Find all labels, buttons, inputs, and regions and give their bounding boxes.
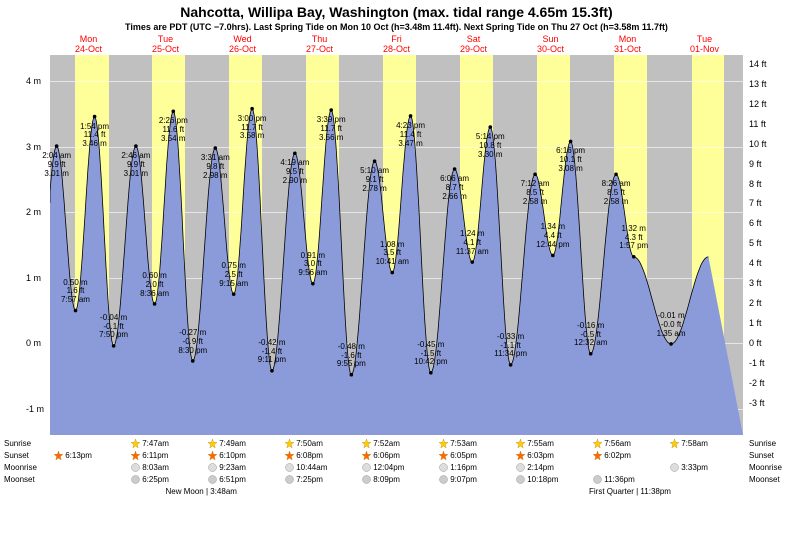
- tide-label: 5:14 pm10.8 ft3.30 m: [476, 133, 505, 159]
- tide-label: -0.16 m-0.5 ft12:32 am: [574, 322, 607, 348]
- footer-item: 8:09pm: [362, 475, 400, 484]
- footer-row-label-right: Sunrise: [749, 439, 776, 448]
- footer-item: 9:07pm: [439, 475, 477, 484]
- footer-item: 6:06pm: [362, 451, 400, 460]
- footer-item: 7:58am: [670, 439, 708, 448]
- day-header: Sun30-Oct: [512, 34, 589, 54]
- plot-area: 2:04 am9.9 ft3.01 m0.50 m1.6 ft7:57 am1:…: [50, 55, 743, 435]
- lunar-phase-right: First Quarter | 11:38pm: [589, 487, 671, 496]
- footer-item: 1:16pm: [439, 463, 477, 472]
- footer-row-label-right: Sunset: [749, 451, 774, 460]
- chart-subtitle: Times are PDT (UTC −7.0hrs). Last Spring…: [0, 22, 793, 32]
- day-header: Sat29-Oct: [435, 34, 512, 54]
- footer-item: 6:10pm: [208, 451, 246, 460]
- tide-label: 7:12 am8.5 ft2.58 m: [521, 180, 550, 206]
- tide-label: 2:04 am9.9 ft3.01 m: [42, 152, 71, 178]
- day-header: Tue01-Nov: [666, 34, 743, 54]
- footer-item: 12:04pm: [362, 463, 404, 472]
- footer-item: 8:03am: [131, 463, 169, 472]
- tide-label: 6:06 am8.7 ft2.66 m: [440, 175, 469, 201]
- footer-item: 6:05pm: [439, 451, 477, 460]
- tide-label: -0.48 m-1.6 ft9:55 pm: [337, 343, 366, 369]
- footer-row-label: Moonset: [4, 475, 35, 484]
- footer-row-label: Sunset: [4, 451, 29, 460]
- day-header: Mon24-Oct: [50, 34, 127, 54]
- tide-label: 0.50 m1.6 ft7:57 am: [61, 279, 90, 305]
- tide-label: 1.32 m4.3 ft1:57 pm: [619, 225, 648, 251]
- footer-item: 10:44am: [285, 463, 327, 472]
- tide-label: -0.27 m-0.9 ft8:30 pm: [178, 329, 207, 355]
- tide-label: -0.33 m-1.1 ft11:34 pm: [494, 333, 527, 359]
- day-header: Tue25-Oct: [127, 34, 204, 54]
- tide-label: 0.60 m2.0 ft8:36 am: [140, 272, 169, 298]
- tide-label: 2:26 pm11.6 ft3.54 m: [159, 117, 188, 143]
- footer-item: 7:52am: [362, 439, 400, 448]
- footer-item: 9:23am: [208, 463, 246, 472]
- tide-label: 1:54 pm11.4 ft3.46 m: [80, 123, 109, 149]
- tide-label: 3:39 pm11.7 ft3.56 m: [317, 116, 346, 142]
- tide-label: 4:23 pm11.4 ft3.47 m: [396, 122, 425, 148]
- footer-row-label: Sunrise: [4, 439, 31, 448]
- footer-item: 7:50am: [285, 439, 323, 448]
- footer-item: 7:47am: [131, 439, 169, 448]
- footer-item: 10:18pm: [516, 475, 558, 484]
- footer-item: 3:33pm: [670, 463, 708, 472]
- footer-item: 7:49am: [208, 439, 246, 448]
- footer-item: 6:03pm: [516, 451, 554, 460]
- footer-item: 6:02pm: [593, 451, 631, 460]
- tide-label: 1.34 m4.4 ft12:44 pm: [536, 223, 569, 249]
- footer-item: 7:56am: [593, 439, 631, 448]
- footer-item: 11:36pm: [593, 475, 635, 484]
- footer-row-label-right: Moonset: [749, 475, 780, 484]
- tide-chart: Nahcotta, Willipa Bay, Washington (max. …: [0, 0, 793, 539]
- day-header: Fri28-Oct: [358, 34, 435, 54]
- lunar-phase-left: New Moon | 3:48am: [166, 487, 237, 496]
- footer-item: 7:55am: [516, 439, 554, 448]
- tide-label: 1.08 m3.5 ft10:41 am: [376, 241, 409, 267]
- tide-label: 5:10 am9.1 ft2.78 m: [360, 167, 389, 193]
- tide-label: -0.45 m-1.5 ft10:42 pm: [414, 341, 447, 367]
- footer-row-label: Moonrise: [4, 463, 37, 472]
- tide-label: -0.01 m-0.0 ft1:35 am: [657, 312, 686, 338]
- tide-label: 0.91 m3.0 ft9:56 am: [298, 252, 327, 278]
- tide-label: 6:16 pm10.1 ft3.08 m: [556, 147, 585, 173]
- tide-label: 8:26 am8.5 ft2.58 m: [602, 180, 631, 206]
- day-header: Thu27-Oct: [281, 34, 358, 54]
- tide-label: -0.42 m-1.4 ft9:11 pm: [258, 339, 286, 365]
- chart-title: Nahcotta, Willipa Bay, Washington (max. …: [0, 4, 793, 20]
- tide-label: -0.04 m-0.1 ft7:50 pm: [99, 314, 128, 340]
- footer-item: 7:25pm: [285, 475, 323, 484]
- footer-item: 7:53am: [439, 439, 477, 448]
- footer-item: 6:11pm: [131, 451, 168, 460]
- footer-item: 6:13pm: [54, 451, 92, 460]
- tide-label: 4:19 am9.5 ft2.90 m: [280, 159, 309, 185]
- tide-label: 3:31 am9.8 ft2.98 m: [201, 154, 230, 180]
- tide-label: 3:00 pm11.7 ft3.58 m: [238, 115, 267, 141]
- tide-label: 0.75 m2.5 ft9:15 am: [219, 262, 248, 288]
- day-header: Wed26-Oct: [204, 34, 281, 54]
- day-header: Mon31-Oct: [589, 34, 666, 54]
- footer-item: 6:25pm: [131, 475, 169, 484]
- tide-label: 2:46 am9.9 ft3.01 m: [121, 152, 150, 178]
- footer-row-label-right: Moonrise: [749, 463, 782, 472]
- tide-label: 1.24 m4.1 ft11:37 am: [456, 230, 489, 256]
- footer-item: 6:08pm: [285, 451, 323, 460]
- footer-item: 2:14pm: [516, 463, 554, 472]
- footer-item: 6:51pm: [208, 475, 246, 484]
